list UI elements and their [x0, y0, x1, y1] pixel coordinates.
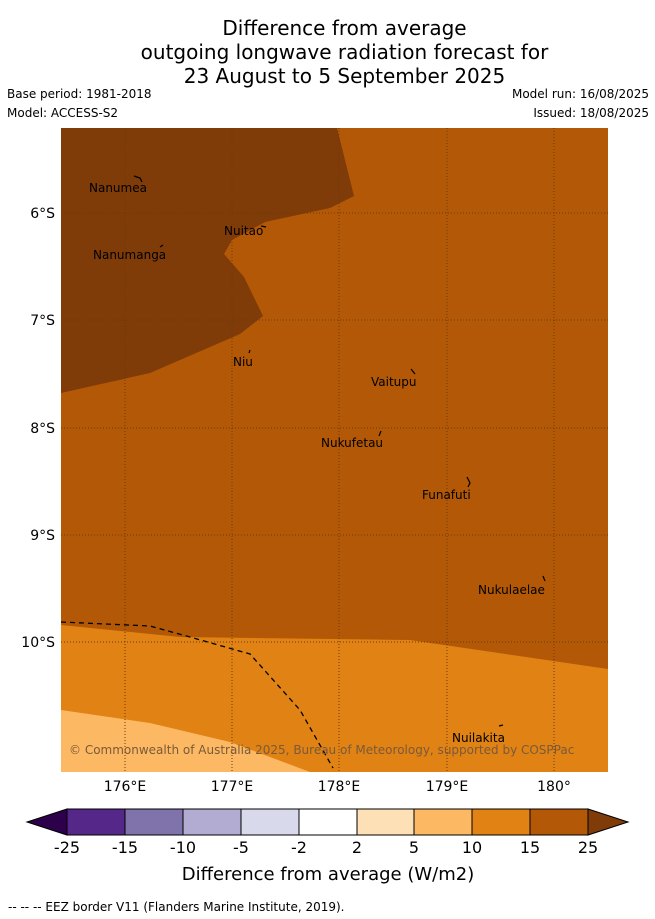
chart-title: Difference from average outgoing longwav… [0, 16, 655, 88]
colorbar-extend-low [25, 808, 68, 836]
map-area: Nanumea Nuitao Nanumanga Niu Vaitupu Nuk… [61, 128, 608, 772]
colorbar-segment-8 [471, 808, 531, 836]
island-shape-nanumea [133, 175, 143, 183]
longitude-axis: 176°E 177°E 178°E 179°E 180° [104, 779, 571, 795]
band-5-10 [61, 710, 310, 772]
island-label-nukufetau: Nukufetau [321, 436, 383, 450]
latitude-axis: 6°S 7°S 8°S 9°S 10°S [21, 206, 55, 651]
colorbar-segment-9 [529, 808, 589, 836]
lat-label-10s: 10°S [21, 635, 55, 651]
lat-label-6s: 6°S [30, 206, 55, 222]
lat-label-9s: 9°S [30, 528, 55, 544]
island-shape-nuitao [260, 225, 267, 228]
island-shape-vaitupu [410, 368, 416, 375]
base-period: Base period: 1981-2018 [7, 87, 152, 101]
lon-label-176e: 176°E [104, 779, 147, 795]
island-shape-nanumanga [159, 244, 164, 248]
colorbar-title: Difference from average (W/m2) [182, 864, 474, 885]
island-shape-nuilakita [498, 724, 504, 727]
colorbar-tick-label: -15 [112, 838, 138, 857]
island-label-nanumea: Nanumea [89, 181, 147, 195]
island-label-niu: Niu [233, 355, 253, 369]
island-label-funafuti: Funafuti [422, 488, 471, 502]
colorbar-segment-6 [356, 808, 415, 836]
band-above-25 [61, 128, 354, 393]
model-run: Model run: 16/08/2025 [511, 87, 649, 101]
island-shape-funafuti [466, 476, 471, 488]
gridlines [61, 128, 608, 772]
colorbar-tick-label: 25 [578, 838, 598, 857]
colorbar-tick-label: 2 [352, 838, 362, 857]
lon-label-180: 180° [537, 779, 571, 795]
colorbar-segment-3 [182, 808, 242, 836]
island-shape-niu [248, 349, 251, 354]
colorbar-segment-1 [66, 808, 126, 836]
title-line-3: 23 August to 5 September 2025 [183, 64, 506, 88]
island-shape-nukufetau [378, 430, 382, 437]
island-label-nuilakita: Nuilakita [452, 731, 505, 745]
island-label-vaitupu: Vaitupu [371, 375, 417, 389]
colorbar: -25 -15 -10 -5 -2 2 5 10 15 25 Differenc… [25, 808, 630, 885]
eez-legend: -- -- -- EEZ border V11 (Flanders Marine… [8, 900, 345, 914]
model-name: Model: ACCESS-S2 [7, 106, 119, 120]
colorbar-segment-4 [240, 808, 300, 836]
colorbar-segment-5 [298, 808, 358, 836]
lat-label-7s: 7°S [30, 313, 55, 329]
island-label-nanumanga: Nanumanga [93, 248, 166, 262]
colorbar-segment-2 [124, 808, 184, 836]
title-line-2: outgoing longwave radiation forecast for [140, 40, 549, 64]
issued-date: Issued: 18/08/2025 [533, 106, 649, 120]
island-outlines [133, 175, 546, 727]
colorbar-extend-high [587, 808, 630, 836]
colorbar-segment-7 [413, 808, 473, 836]
colorbar-tick-label: -5 [233, 838, 249, 857]
lat-label-8s: 8°S [30, 421, 55, 437]
colorbar-tick-label: 15 [520, 838, 540, 857]
title-line-1: Difference from average [222, 16, 467, 40]
island-label-nukulaelae: Nukulaelae [478, 583, 545, 597]
copyright-notice: © Commonwealth of Australia 2025, Bureau… [69, 743, 574, 757]
lon-label-177e: 177°E [211, 779, 254, 795]
colorbar-tick-label: -25 [54, 838, 80, 857]
colorbar-tick-label: -2 [291, 838, 307, 857]
island-label-nuitao: Nuitao [224, 224, 263, 238]
island-shape-nukulaelae [542, 575, 546, 582]
colorbar-tick-label: -10 [170, 838, 196, 857]
lon-label-179e: 179°E [426, 779, 469, 795]
colorbar-tick-label: 10 [462, 838, 482, 857]
lon-label-178e: 178°E [318, 779, 361, 795]
colorbar-tick-label: 5 [409, 838, 419, 857]
eez-border [61, 621, 334, 769]
